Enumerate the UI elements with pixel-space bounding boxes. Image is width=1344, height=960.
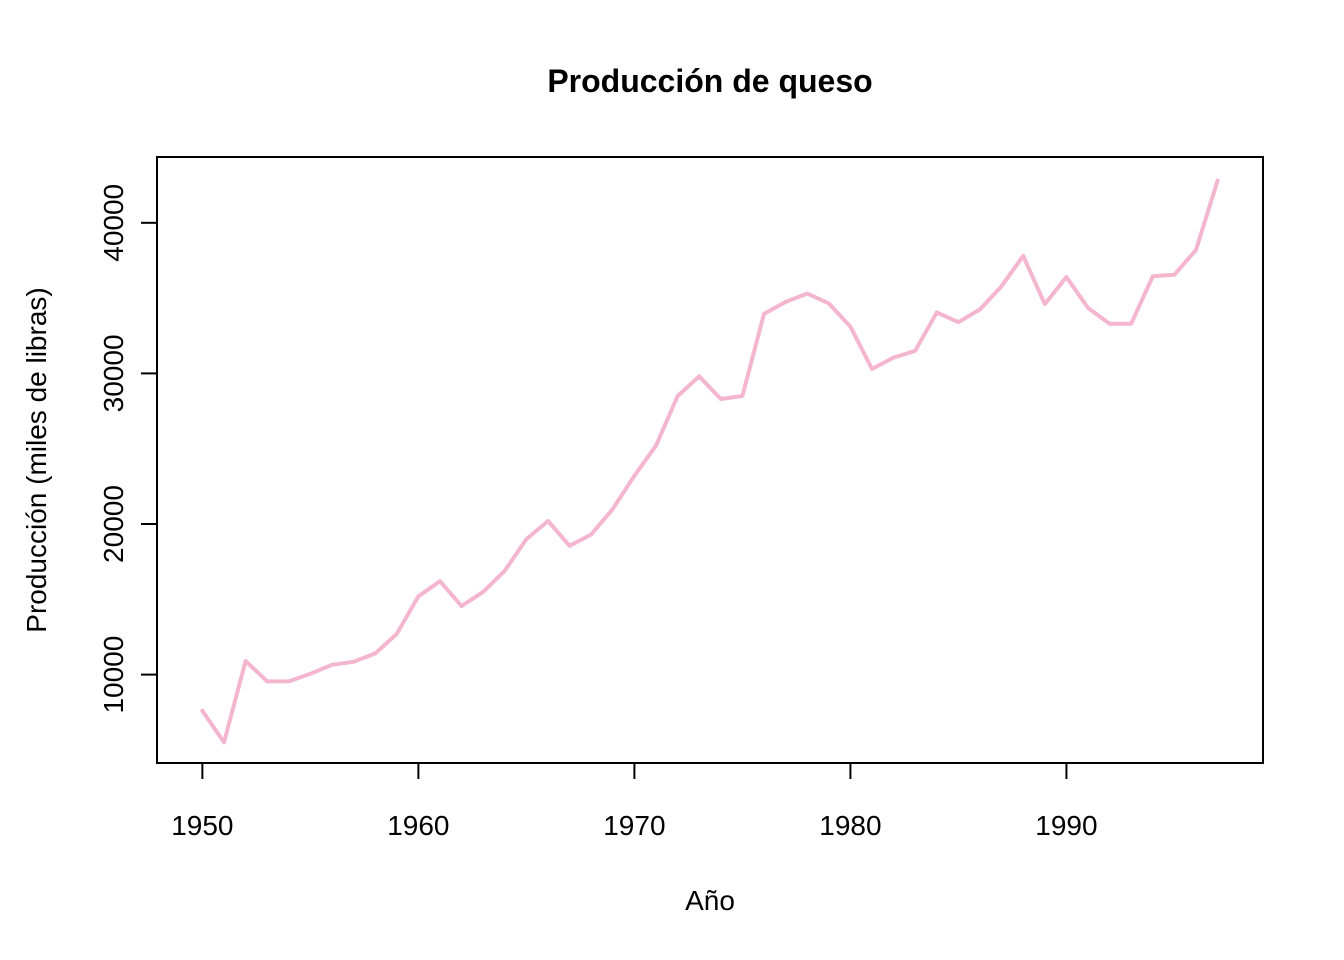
x-tick-label: 1990: [1035, 810, 1097, 841]
x-tick-label: 1970: [603, 810, 665, 841]
y-axis-label: Producción (miles de libras): [21, 287, 52, 632]
y-tick-label: 30000: [98, 334, 129, 412]
chart-title: Producción de queso: [547, 63, 872, 99]
y-tick-label: 10000: [98, 636, 129, 714]
series-layer: [200, 178, 1220, 745]
plot-frame: [156, 156, 1264, 764]
x-axis: 1950 1960 1970 1980 1990: [171, 762, 1098, 841]
x-axis-label: Año: [685, 885, 735, 916]
x-tick-label: 1960: [387, 810, 449, 841]
x-tick-label: 1980: [819, 810, 881, 841]
x-tick-label: 1950: [171, 810, 233, 841]
y-tick-label: 20000: [98, 485, 129, 563]
y-axis: 10000 20000 30000 40000: [98, 184, 158, 714]
series-line-0: [200, 178, 1220, 745]
y-tick-label: 40000: [98, 184, 129, 262]
